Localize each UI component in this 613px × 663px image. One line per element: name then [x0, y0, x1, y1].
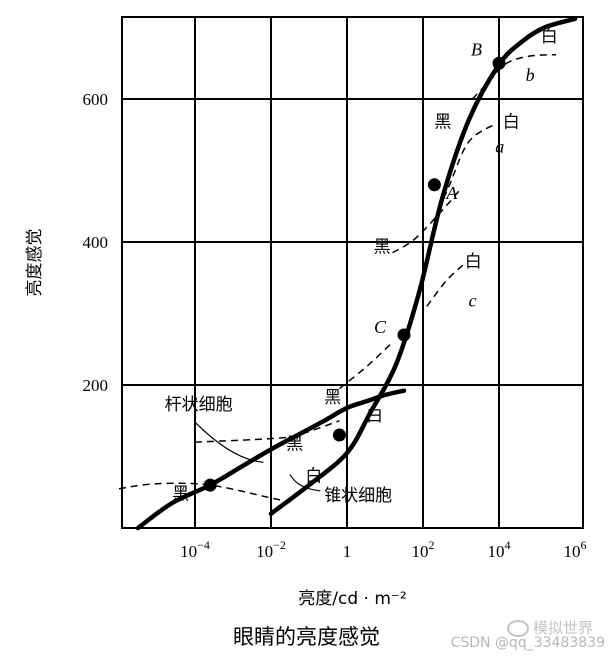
y-tick-label: 200: [83, 376, 109, 395]
plot-border: [121, 16, 584, 529]
watermark-text: CSDN @qq_33483839: [450, 635, 605, 651]
brightness-label: 白: [465, 252, 482, 272]
dashed-curves: [118, 53, 557, 504]
rod-leader: [194, 421, 264, 463]
curve-rod: [135, 388, 407, 531]
curve-letter-label: a: [495, 137, 504, 157]
dashed-curve: [392, 187, 462, 254]
dashed-curve: [433, 123, 496, 221]
figure-caption: 眼睛的亮度感觉: [233, 625, 380, 649]
curve-name-label: 锥状细胞: [324, 486, 392, 506]
brightness-label: 白: [305, 467, 322, 487]
y-tick-label: 600: [83, 90, 109, 109]
curve-letter-label: b: [526, 65, 535, 85]
curve-name-label: 杆状细胞: [165, 395, 233, 415]
dashed-curve: [426, 262, 466, 307]
grid-lines: [122, 17, 583, 528]
brightness-label: 黑: [374, 238, 391, 258]
x-tick-labels: 10−4 10−2 1 102 104 106: [180, 538, 586, 561]
y-tick-labels: 200 400 600: [83, 90, 109, 395]
dashed-curve: [118, 482, 291, 504]
curve-letter-label: c: [469, 290, 477, 310]
x-tick-label: 10−2: [256, 538, 286, 561]
point-label-C: C: [374, 317, 387, 337]
annotations: 黑白a白b黑白c黑白黑白黑杆状细胞锥状细胞: [165, 27, 558, 506]
cone-leader: [289, 474, 321, 492]
key-points: A B C: [203, 39, 506, 492]
key-point-B: [492, 56, 506, 70]
x-tick-label: 1: [343, 542, 352, 561]
point-label-B: B: [471, 39, 482, 59]
key-point-C: [397, 328, 411, 342]
x-tick-label: 10−4: [180, 538, 210, 561]
x-tick-label: 104: [488, 538, 511, 561]
brightness-label: 白: [503, 113, 520, 133]
watermark-brand-text: 模拟世界: [532, 619, 593, 637]
brightness-label: 黑: [324, 388, 341, 408]
watermark-brand: 模拟世界: [506, 617, 593, 638]
chart-canvas: ABC 黑白a白b黑白c黑白黑白黑杆状细胞锥状细胞 10−4 10−2 1 102 10…: [25, 16, 587, 609]
brightness-label: 黑: [286, 434, 303, 454]
y-tick-label: 400: [83, 233, 109, 252]
brightness-label: 白: [366, 406, 383, 426]
x-axis-label: 亮度/cd · m⁻²: [298, 589, 406, 609]
brightness-label: 黑: [434, 113, 451, 133]
plot-frame: [121, 16, 584, 529]
y-axis-label: 亮度感觉: [25, 229, 45, 297]
point-label-A: A: [445, 183, 458, 203]
wechat-icon: [506, 620, 529, 637]
leader-lines: [194, 421, 321, 492]
brightness-label: 黑: [172, 484, 189, 504]
key-point-dot: [332, 428, 346, 442]
key-point-dot: [203, 478, 217, 492]
dashed-curve: [194, 420, 340, 443]
dashed-curve: [338, 341, 394, 390]
key-point-A: [427, 178, 441, 192]
x-tick-label: 106: [564, 538, 587, 561]
sensation-curves: [135, 16, 578, 531]
dashed-curve: [471, 53, 557, 100]
x-tick-label: 102: [412, 538, 435, 561]
curve-cone: [268, 16, 578, 516]
brightness-label: 白: [541, 27, 558, 47]
